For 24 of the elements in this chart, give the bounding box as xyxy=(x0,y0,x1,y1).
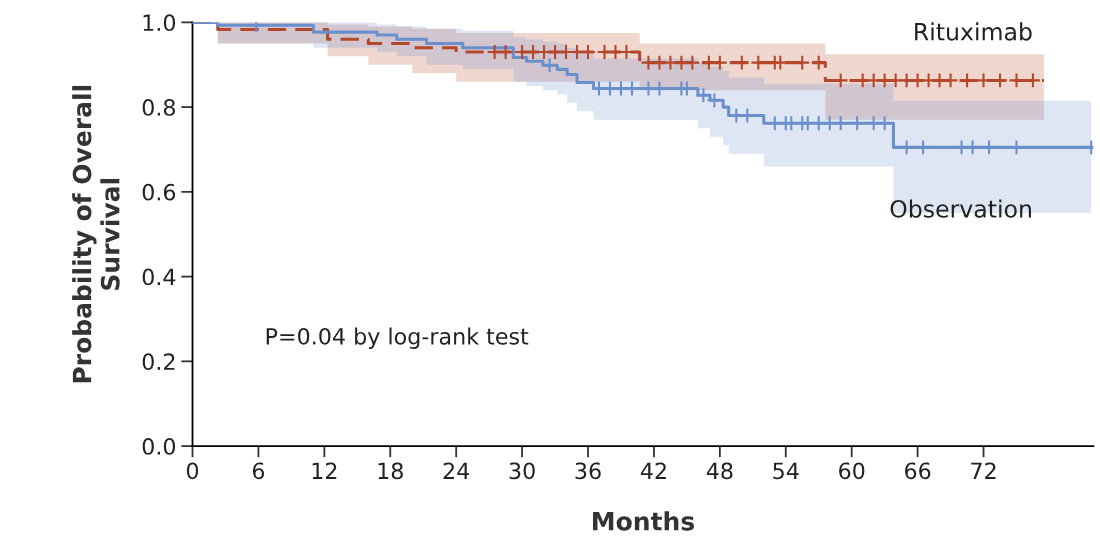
x-tick-label: 60 xyxy=(839,462,865,480)
x-tick-label: 30 xyxy=(509,462,535,480)
x-axis-title: Months xyxy=(593,511,695,531)
text: Observation xyxy=(890,199,1031,218)
x-tick-label: 0 xyxy=(186,462,199,480)
x-tick-label: 66 xyxy=(905,462,931,480)
annotation: P=0.04 by log-rank test xyxy=(266,327,529,350)
x-tick-label: 6 xyxy=(252,462,265,480)
x-tick-label: 12 xyxy=(312,462,337,479)
y-tick-label: 0.0 xyxy=(142,438,176,455)
x-tick-label: 42 xyxy=(640,462,666,479)
y-tick-label: 0.6 xyxy=(142,183,176,201)
y-axis-title: Probability of Overall Survival xyxy=(72,85,120,383)
x-tick-label: 18 xyxy=(378,462,403,480)
series-label: Rituximab xyxy=(915,22,1032,41)
y-tick-label: 0.4 xyxy=(142,268,176,286)
y-tick-label: 0.8 xyxy=(142,99,176,116)
x-tick-label: 24 xyxy=(443,462,470,479)
x-tick-label: 72 xyxy=(971,462,996,479)
x-tick-label: 54 xyxy=(773,462,799,480)
y-tick-label: 1.0 xyxy=(143,14,176,32)
x-tick-label: 48 xyxy=(706,462,733,480)
x-tick-label: 36 xyxy=(575,462,601,480)
y-tick-label: 0.2 xyxy=(142,353,175,371)
